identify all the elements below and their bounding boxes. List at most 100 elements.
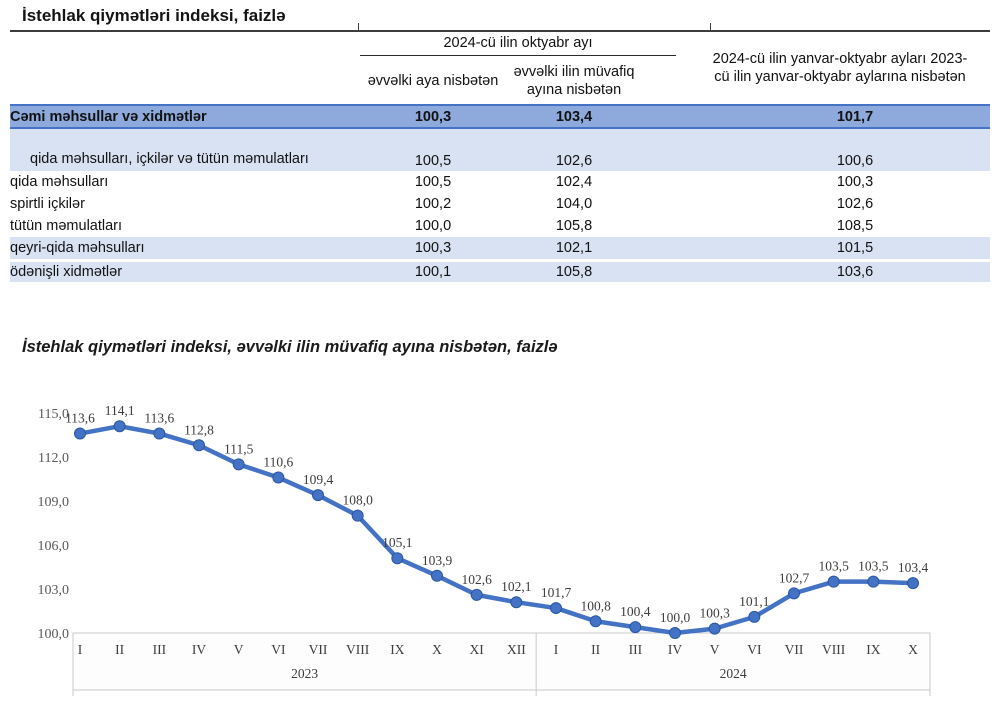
value-same-month-prev-year: 102,4 [555,174,593,190]
value-same-month-prev-year: 105,8 [555,263,593,280]
month-label: VIII [346,642,370,657]
y-axis-tick-label: 103,0 [38,583,70,598]
value-same-month-prev-year: 102,1 [555,239,593,256]
row-label: spirtli içkilər [10,196,85,212]
value-prev-month: 100,5 [414,174,452,190]
month-label: X [908,642,918,657]
cpi-series-line [77,423,916,636]
month-label: VI [271,642,286,657]
y-axis-tick-label: 100,0 [38,627,70,642]
month-label: II [115,642,124,657]
table-column-tick [358,23,359,30]
month-label: III [153,642,167,657]
year-label: 2023 [291,666,318,681]
table-header-row-1: 2024-cü ilin oktyabr ayı 2024-cü ilin ya… [10,32,990,85]
value-ytd: 103,6 [836,263,874,280]
table-row-nonfood: qeyri-qida məhsulları 100,3 102,1 101,5 [10,237,991,260]
value-same-month-prev-year: 105,8 [555,218,593,234]
data-label: 100,3 [699,606,730,621]
row-label: tütün məmulatları [10,218,123,234]
value-prev-month: 100,5 [414,153,452,169]
header-ytd-label: 2024-cü ilin yanvar-oktyabr ayları 2023-… [712,50,968,85]
x-axis-box [72,632,931,691]
value-ytd: 101,5 [836,239,874,256]
data-point [312,489,324,502]
data-label: 100,0 [660,610,691,625]
value-prev-month: 100,2 [414,196,452,212]
y-axis-tick-label: 112,0 [38,451,69,466]
data-point [74,427,86,440]
table-row-alcohol: spirtli içkilər 100,2 104,0 102,6 [10,193,991,215]
month-label: V [710,642,720,657]
value-prev-month: 100,0 [414,218,452,234]
y-axis-tick-label: 115,0 [38,407,69,422]
data-label: 112,8 [184,422,214,437]
table-row-tobacco: tütün məmulatları 100,0 105,8 108,5 [10,215,991,237]
month-label: V [234,642,244,657]
value-prev-month: 100,1 [414,263,452,280]
month-label: X [432,642,442,657]
data-point [193,439,205,452]
row-label: qida məhsulları [10,174,109,190]
chart-area: 115,0 112,0 109,0 106,0 103,0 100,0 I II III IV V V… [25,388,985,708]
data-point [470,588,483,601]
year-label: 2024 [720,666,747,681]
value-ytd: 100,3 [836,174,874,190]
row-label: qeyri-qida məhsulları [10,239,145,256]
table-row-services: ödənişli xidmətlər 100,1 105,8 103,6 [10,260,991,283]
header-same-month-prev-year: əvvəlki ilin müvafiq ayına nisbətən [513,63,635,98]
chart-title: İstehlak qiymətləri indeksi, əvvəlki ili… [22,338,558,356]
data-label: 100,8 [580,598,611,613]
data-point [629,621,642,634]
month-label: XII [507,642,526,657]
month-label: XI [470,642,485,657]
table-row-food: qida məhsulları 100,5 102,4 100,3 [10,171,991,193]
table-row-total: Cəmi məhsullar və xidmətlər 100,3 103,4 … [10,105,991,128]
data-point [351,509,364,522]
header-prev-month: əvvəlki aya nisbətən [367,72,499,89]
month-label: IX [390,642,404,657]
data-point [669,627,681,639]
data-label: 113,6 [65,411,95,426]
data-label: 100,4 [620,604,651,619]
data-label: 113,6 [144,411,174,426]
data-label: 114,1 [105,403,135,418]
table-column-tick [710,23,711,30]
data-point [391,552,404,565]
header-october-group: 2024-cü ilin oktyabr ayı [358,32,690,59]
month-label: VII [785,642,804,657]
page-title: İstehlak qiymətləri indeksi, faizlə [22,6,286,25]
y-axis-tick-label: 106,0 [38,539,70,554]
row-label: qida məhsulları, içkilər və tütün məmula… [30,151,309,168]
title-rule [10,30,990,32]
data-point [272,471,285,484]
data-label: 103,9 [422,553,453,568]
row-label: Cəmi məhsullar və xidmətlər [10,108,207,125]
table-header-row-2: əvvəlki aya nisbətən əvvəlki ilin müvafi… [10,59,990,105]
data-label: 101,7 [541,585,572,600]
value-ytd: 100,6 [836,153,874,169]
header-ytd: 2024-cü ilin yanvar-oktyabr ayları 2023-… [690,32,990,105]
month-label: VIII [822,642,846,657]
data-point [867,575,880,588]
data-label: 103,5 [858,559,889,574]
data-label: 102,7 [779,570,810,585]
month-label: IX [866,642,880,657]
data-label: 108,0 [342,493,373,508]
value-same-month-prev-year: 104,0 [555,196,593,212]
value-same-month-prev-year: 102,6 [555,153,593,169]
y-axis-tick-label: 109,0 [38,495,70,510]
value-prev-month: 100,3 [414,239,452,256]
value-ytd: 108,5 [836,218,874,234]
data-label: 103,4 [898,560,929,575]
data-label: 102,6 [461,572,492,587]
data-point [113,420,126,433]
data-point [589,615,602,628]
data-label: 101,1 [739,594,769,609]
data-label: 103,5 [818,559,849,574]
data-point [510,596,523,609]
data-point [153,427,166,440]
value-same-month-prev-year: 103,4 [555,108,593,125]
month-label: I [78,642,83,657]
data-point [907,577,919,590]
